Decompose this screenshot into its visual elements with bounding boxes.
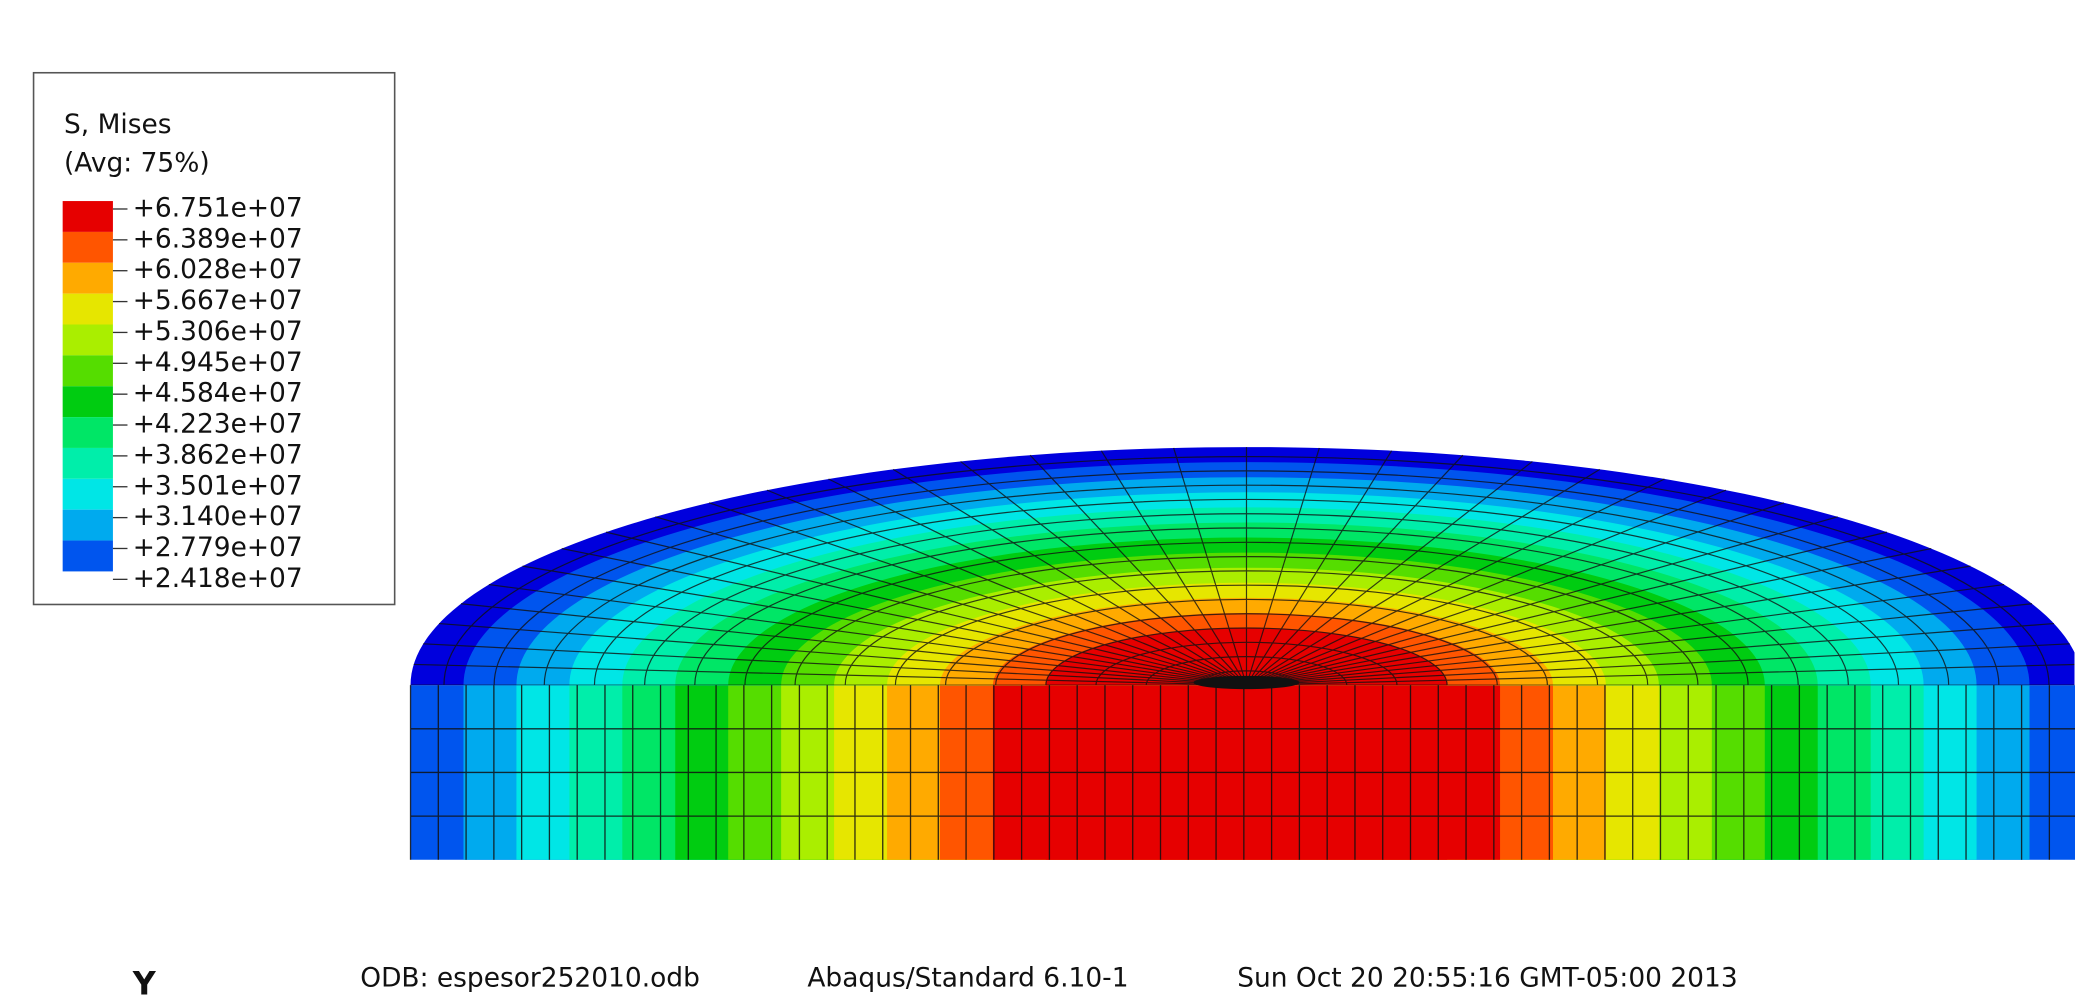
legend-swatch xyxy=(63,479,113,510)
legend-swatch xyxy=(63,294,113,325)
legend-label: +6.389e+07 xyxy=(133,223,303,254)
legend-label: +3.140e+07 xyxy=(133,501,303,532)
model xyxy=(411,447,2075,923)
legend-swatch xyxy=(63,386,113,417)
legend-label: +3.862e+07 xyxy=(133,439,303,470)
legend-swatch xyxy=(63,355,113,386)
triad-label: Y xyxy=(132,966,157,996)
legend-swatch xyxy=(63,325,113,356)
legend-title: S, Mises xyxy=(64,109,172,140)
legend-swatch xyxy=(63,263,113,294)
legend-label: +4.945e+07 xyxy=(133,347,303,378)
legend-label: +3.501e+07 xyxy=(133,470,303,501)
legend-label: +2.418e+07 xyxy=(133,563,303,594)
hub xyxy=(1194,676,1300,689)
footer-odb: ODB: espesor252010.odb xyxy=(360,962,700,993)
footer-date: Sun Oct 20 20:55:16 GMT-05:00 2013 xyxy=(1237,962,1737,993)
legend-label: +4.223e+07 xyxy=(133,409,303,440)
viewport: S, Mises (Avg: 75%) +6.751e+07+6.389e+07… xyxy=(0,0,2075,996)
legend-swatch xyxy=(63,510,113,541)
legend-swatch xyxy=(63,417,113,448)
footer-version: Abaqus/Standard 6.10-1 xyxy=(807,962,1128,993)
page: {"legend": {"title": "S, Mises", "subtit… xyxy=(0,0,2075,996)
legend-scale: +6.751e+07+6.389e+07+6.028e+07+5.667e+07… xyxy=(63,192,303,593)
legend-label: +6.028e+07 xyxy=(133,254,303,285)
legend-subtitle: (Avg: 75%) xyxy=(64,148,210,179)
legend-label: +4.584e+07 xyxy=(133,378,303,409)
legend-label: +5.667e+07 xyxy=(133,285,303,316)
legend-swatch xyxy=(63,201,113,232)
legend-swatch xyxy=(63,541,113,572)
legend-label: +6.751e+07 xyxy=(133,192,303,223)
legend-swatch xyxy=(63,448,113,479)
legend-swatch xyxy=(63,232,113,263)
legend-label: +5.306e+07 xyxy=(133,316,303,347)
legend-label: +2.779e+07 xyxy=(133,532,303,563)
